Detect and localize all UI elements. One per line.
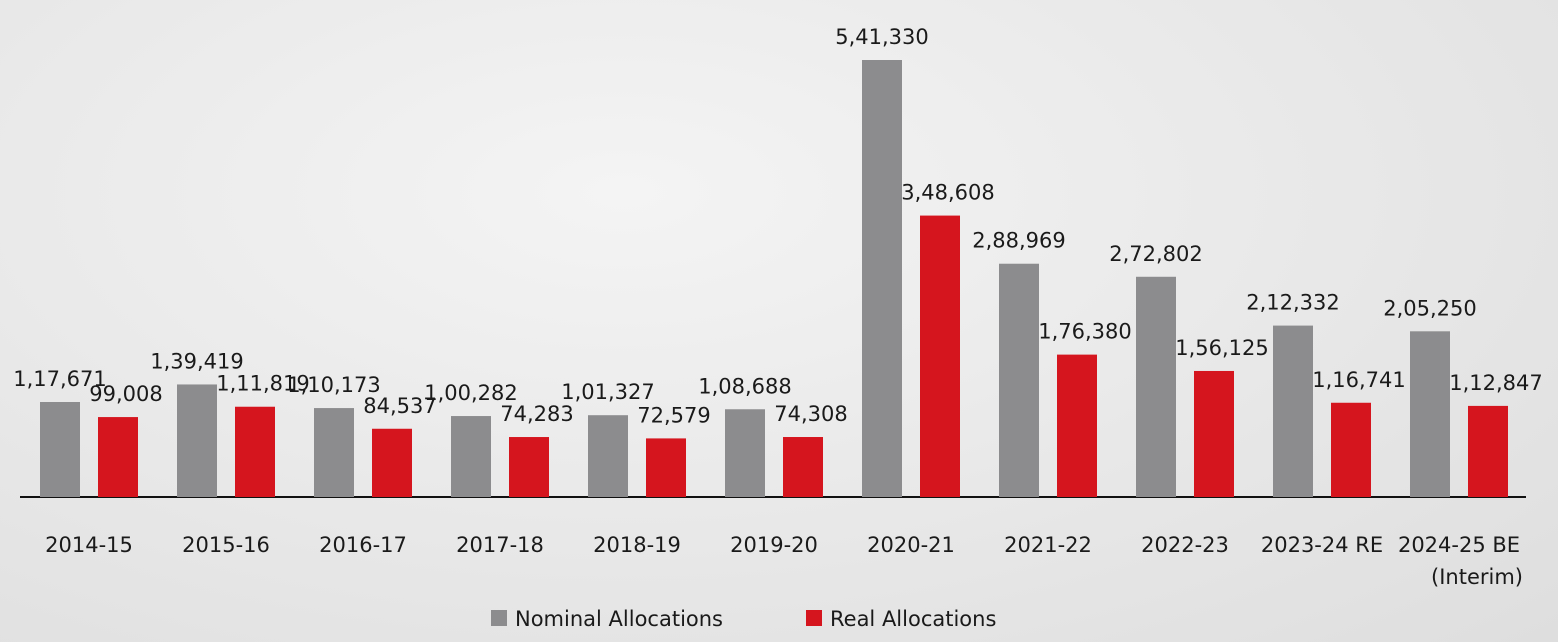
value-label: 1,12,847	[1449, 371, 1543, 395]
value-label: 1,39,419	[150, 349, 244, 373]
bar	[509, 437, 549, 497]
value-label: 99,008	[89, 382, 162, 406]
x-tick-label: 2023-24 RE	[1261, 533, 1383, 557]
bar	[1468, 405, 1508, 497]
value-label: 74,308	[774, 402, 847, 426]
bar	[920, 215, 960, 498]
legend-swatch	[806, 610, 822, 626]
value-label: 2,88,969	[972, 229, 1066, 253]
value-label: 1,56,125	[1175, 336, 1269, 360]
x-tick-label: 2015-16	[182, 533, 270, 557]
bar	[1136, 276, 1176, 497]
bar	[314, 408, 354, 497]
value-label: 5,41,330	[835, 25, 929, 49]
x-tick-label: 2021-22	[1004, 533, 1092, 557]
x-tick-label: 2019-20	[730, 533, 818, 557]
bar	[725, 409, 765, 497]
value-label: 1,17,671	[13, 367, 107, 391]
value-label: 84,537	[363, 394, 436, 418]
value-label: 2,12,332	[1246, 291, 1340, 315]
bar	[646, 438, 686, 497]
bar	[1194, 370, 1234, 497]
value-label: 1,00,282	[424, 381, 518, 405]
x-tick-label: 2017-18	[456, 533, 544, 557]
bar	[372, 428, 412, 497]
bar	[40, 402, 80, 497]
value-label: 1,10,173	[287, 373, 381, 397]
bar	[588, 415, 628, 497]
value-label: 1,16,741	[1312, 368, 1406, 392]
x-tick-label: 2020-21	[867, 533, 955, 557]
value-label: 72,579	[637, 403, 710, 427]
x-tick-label: 2014-15	[45, 533, 133, 557]
bar	[1410, 331, 1450, 497]
bar	[98, 417, 138, 497]
legend-label: Nominal Allocations	[515, 607, 723, 631]
bar	[451, 416, 491, 497]
x-tick-label: 2016-17	[319, 533, 407, 557]
legend-swatch	[491, 610, 507, 626]
value-label: 74,283	[500, 402, 573, 426]
bar	[1331, 402, 1371, 497]
value-label: 3,48,608	[901, 181, 995, 205]
x-tick-label: 2022-23	[1141, 533, 1229, 557]
value-label: 1,08,688	[698, 374, 792, 398]
value-label: 2,05,250	[1383, 296, 1477, 320]
value-label: 1,01,327	[561, 380, 655, 404]
x-tick-label: 2018-19	[593, 533, 681, 557]
bar	[1273, 325, 1313, 497]
value-label: 2,72,802	[1109, 242, 1203, 266]
bar	[999, 263, 1039, 497]
value-label: 1,11,819	[216, 372, 310, 396]
bar	[177, 384, 217, 497]
value-label: 1,76,380	[1038, 320, 1132, 344]
x-tick-label: 2024-25 BE (Interim)	[1398, 533, 1523, 589]
bar	[862, 60, 902, 497]
bar	[1057, 354, 1097, 497]
bar	[235, 406, 275, 497]
bar	[783, 437, 823, 497]
legend-label: Real Allocations	[830, 607, 996, 631]
